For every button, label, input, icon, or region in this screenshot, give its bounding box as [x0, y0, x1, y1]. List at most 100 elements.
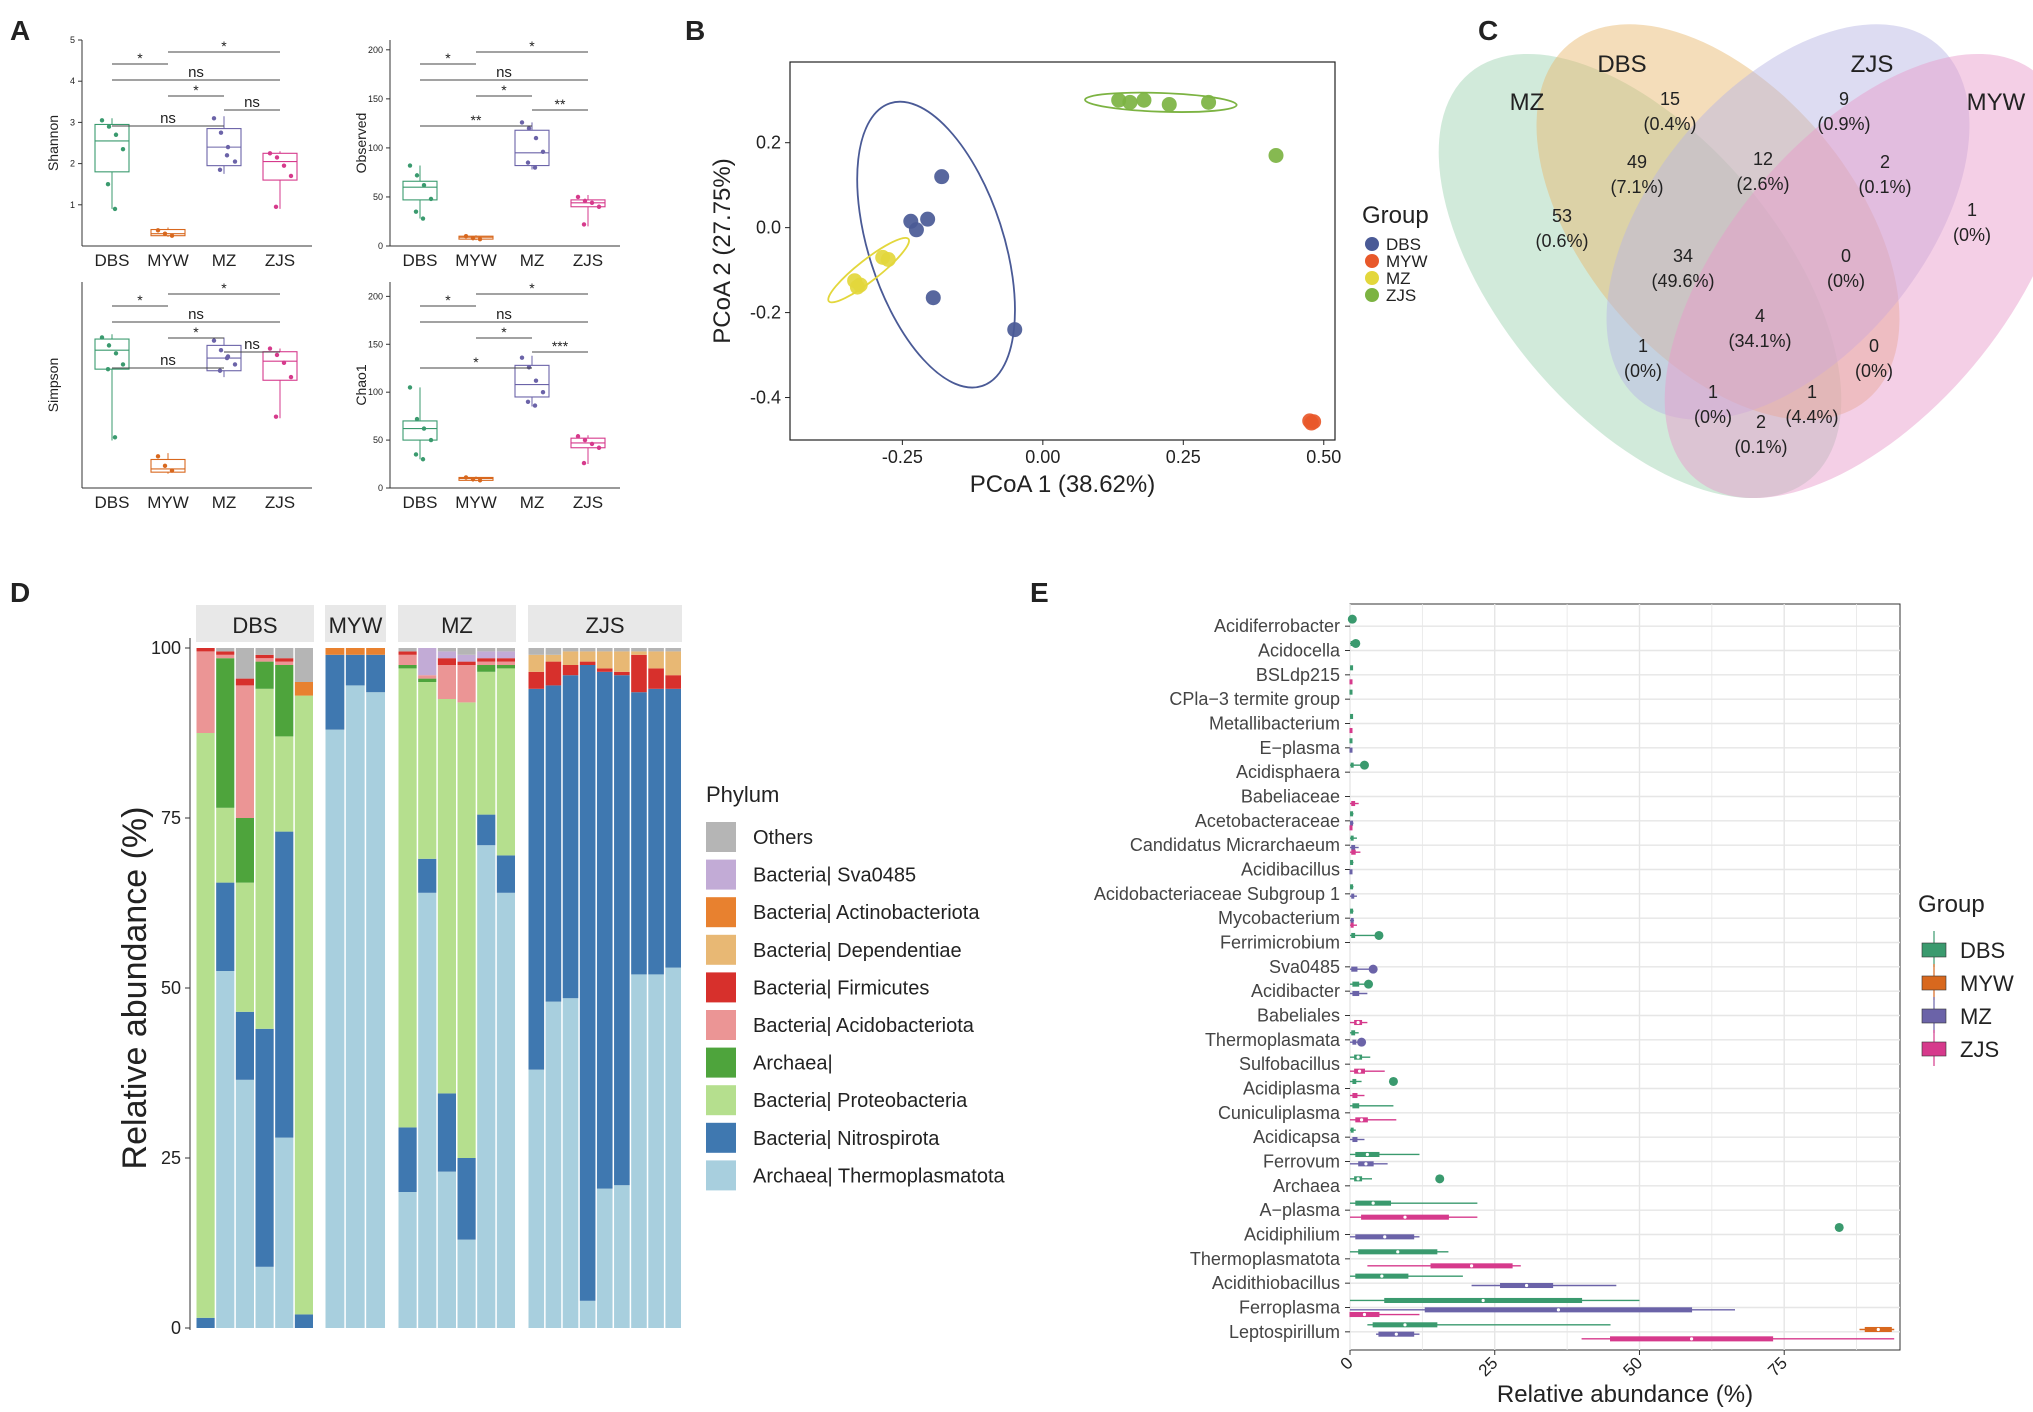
bar-segment [665, 651, 681, 676]
bar-segment [496, 665, 515, 669]
bar-segment [255, 1028, 274, 1267]
x-tick-label: MZ [520, 251, 545, 270]
mean-marker [1396, 1250, 1400, 1254]
data-point [155, 454, 161, 459]
bar-segment [275, 736, 294, 832]
bar-segment [562, 998, 579, 1328]
bar-segment [366, 648, 385, 655]
box-MZ [1349, 747, 1353, 753]
data-point [477, 236, 483, 242]
bar-segment [631, 654, 647, 693]
bar-segment [437, 699, 456, 1094]
box-MZ [1351, 893, 1355, 899]
bar-segment [196, 648, 215, 652]
significance-label: ns [244, 94, 260, 111]
outlier-point [1374, 930, 1384, 940]
outlier-point [1435, 1174, 1445, 1184]
bar-segment [457, 654, 476, 662]
facet-label: ZJS [585, 613, 624, 638]
data-point [232, 362, 238, 367]
y-tick-label: -0.2 [750, 303, 781, 323]
y-axis-label: Relative abundance (%) [116, 807, 154, 1170]
x-tick-label: ZJS [573, 493, 603, 512]
significance-label: * [193, 82, 199, 98]
genus-label: E−plasma [1259, 738, 1341, 758]
significance-label: * [445, 50, 451, 66]
bar-segment [614, 648, 630, 652]
x-tick-label: DBS [403, 251, 438, 270]
data-point [217, 368, 223, 373]
significance-label: * [529, 38, 535, 54]
facet-label: MZ [441, 613, 473, 638]
y-tick-label: 75 [161, 808, 181, 828]
outlier-point [1351, 638, 1361, 648]
data-point [169, 468, 175, 473]
bar-segment [579, 648, 596, 652]
data-point [407, 385, 413, 390]
bar-segment [216, 651, 235, 655]
bar-segment [665, 648, 681, 652]
point-ZJS [1201, 94, 1217, 110]
data-point [106, 343, 112, 348]
box-ZJS [262, 152, 298, 181]
panel-label: E [1030, 577, 1049, 608]
genus-label: A−plasma [1259, 1200, 1341, 1220]
bar-segment [235, 882, 254, 1012]
significance-label: * [501, 82, 507, 98]
bar-segment [457, 702, 476, 1158]
point-MZ [849, 279, 865, 295]
x-axis-label: Relative abundance (%) [1497, 1381, 1753, 1408]
bar-segment [631, 651, 647, 655]
stacked-bar-chart: 0 25 50 75 100 Relative abundance (%) DBS MYW MZ… [116, 605, 1005, 1338]
legend-label: MZ [1386, 269, 1411, 288]
box-ZJS [1349, 679, 1353, 685]
genus-label: Babeliales [1257, 1006, 1340, 1026]
box-ZJS [1350, 922, 1354, 928]
legend-label: DBS [1386, 235, 1421, 254]
outlier-point [1359, 760, 1369, 770]
bar-segment [528, 671, 545, 689]
y-tick-label: 50 [161, 978, 181, 998]
bar-segment [275, 648, 294, 659]
facet-label: DBS [232, 613, 277, 638]
genus-label: Ferroplasma [1239, 1298, 1341, 1318]
genus-label: Acidithiobacillus [1212, 1273, 1340, 1293]
x-tick-label: MZ [212, 493, 237, 512]
data-point [428, 196, 434, 202]
data-point [413, 452, 419, 457]
y-tick-label: 100 [368, 143, 383, 153]
y-tick-label: 0 [378, 483, 383, 493]
ellipse-ZJS [1084, 91, 1238, 113]
bar-segment [528, 648, 545, 655]
genus-label: Acidibacillus [1241, 860, 1340, 880]
box-ZJS [1349, 727, 1353, 734]
mean-marker [1357, 1069, 1362, 1073]
box-MZ [1351, 966, 1358, 972]
data-point [113, 132, 119, 137]
x-tick-label: 0.50 [1306, 447, 1341, 467]
panel-label: C [1478, 15, 1498, 46]
bar-segment [437, 1093, 456, 1172]
significance-label: * [529, 280, 535, 296]
bar-segment [418, 858, 437, 893]
data-point [421, 426, 427, 431]
point-DBS [1007, 322, 1023, 338]
y-tick-label: 150 [368, 94, 383, 104]
x-tick-label: 0.00 [1025, 447, 1060, 467]
significance-label: * [137, 292, 143, 308]
legend-label: MZ [1960, 1004, 1992, 1029]
bar-segment [255, 648, 274, 655]
significance-label: * [221, 280, 227, 296]
bar-segment [457, 661, 476, 665]
data-point [589, 200, 595, 206]
data-point [106, 124, 112, 129]
outlier-point [1364, 979, 1374, 989]
y-tick-label: 100 [151, 638, 181, 658]
facet-label: MYW [329, 613, 383, 638]
legend-label: Bacteria| Dependentiae [753, 940, 962, 962]
panel-label: B [685, 15, 705, 46]
